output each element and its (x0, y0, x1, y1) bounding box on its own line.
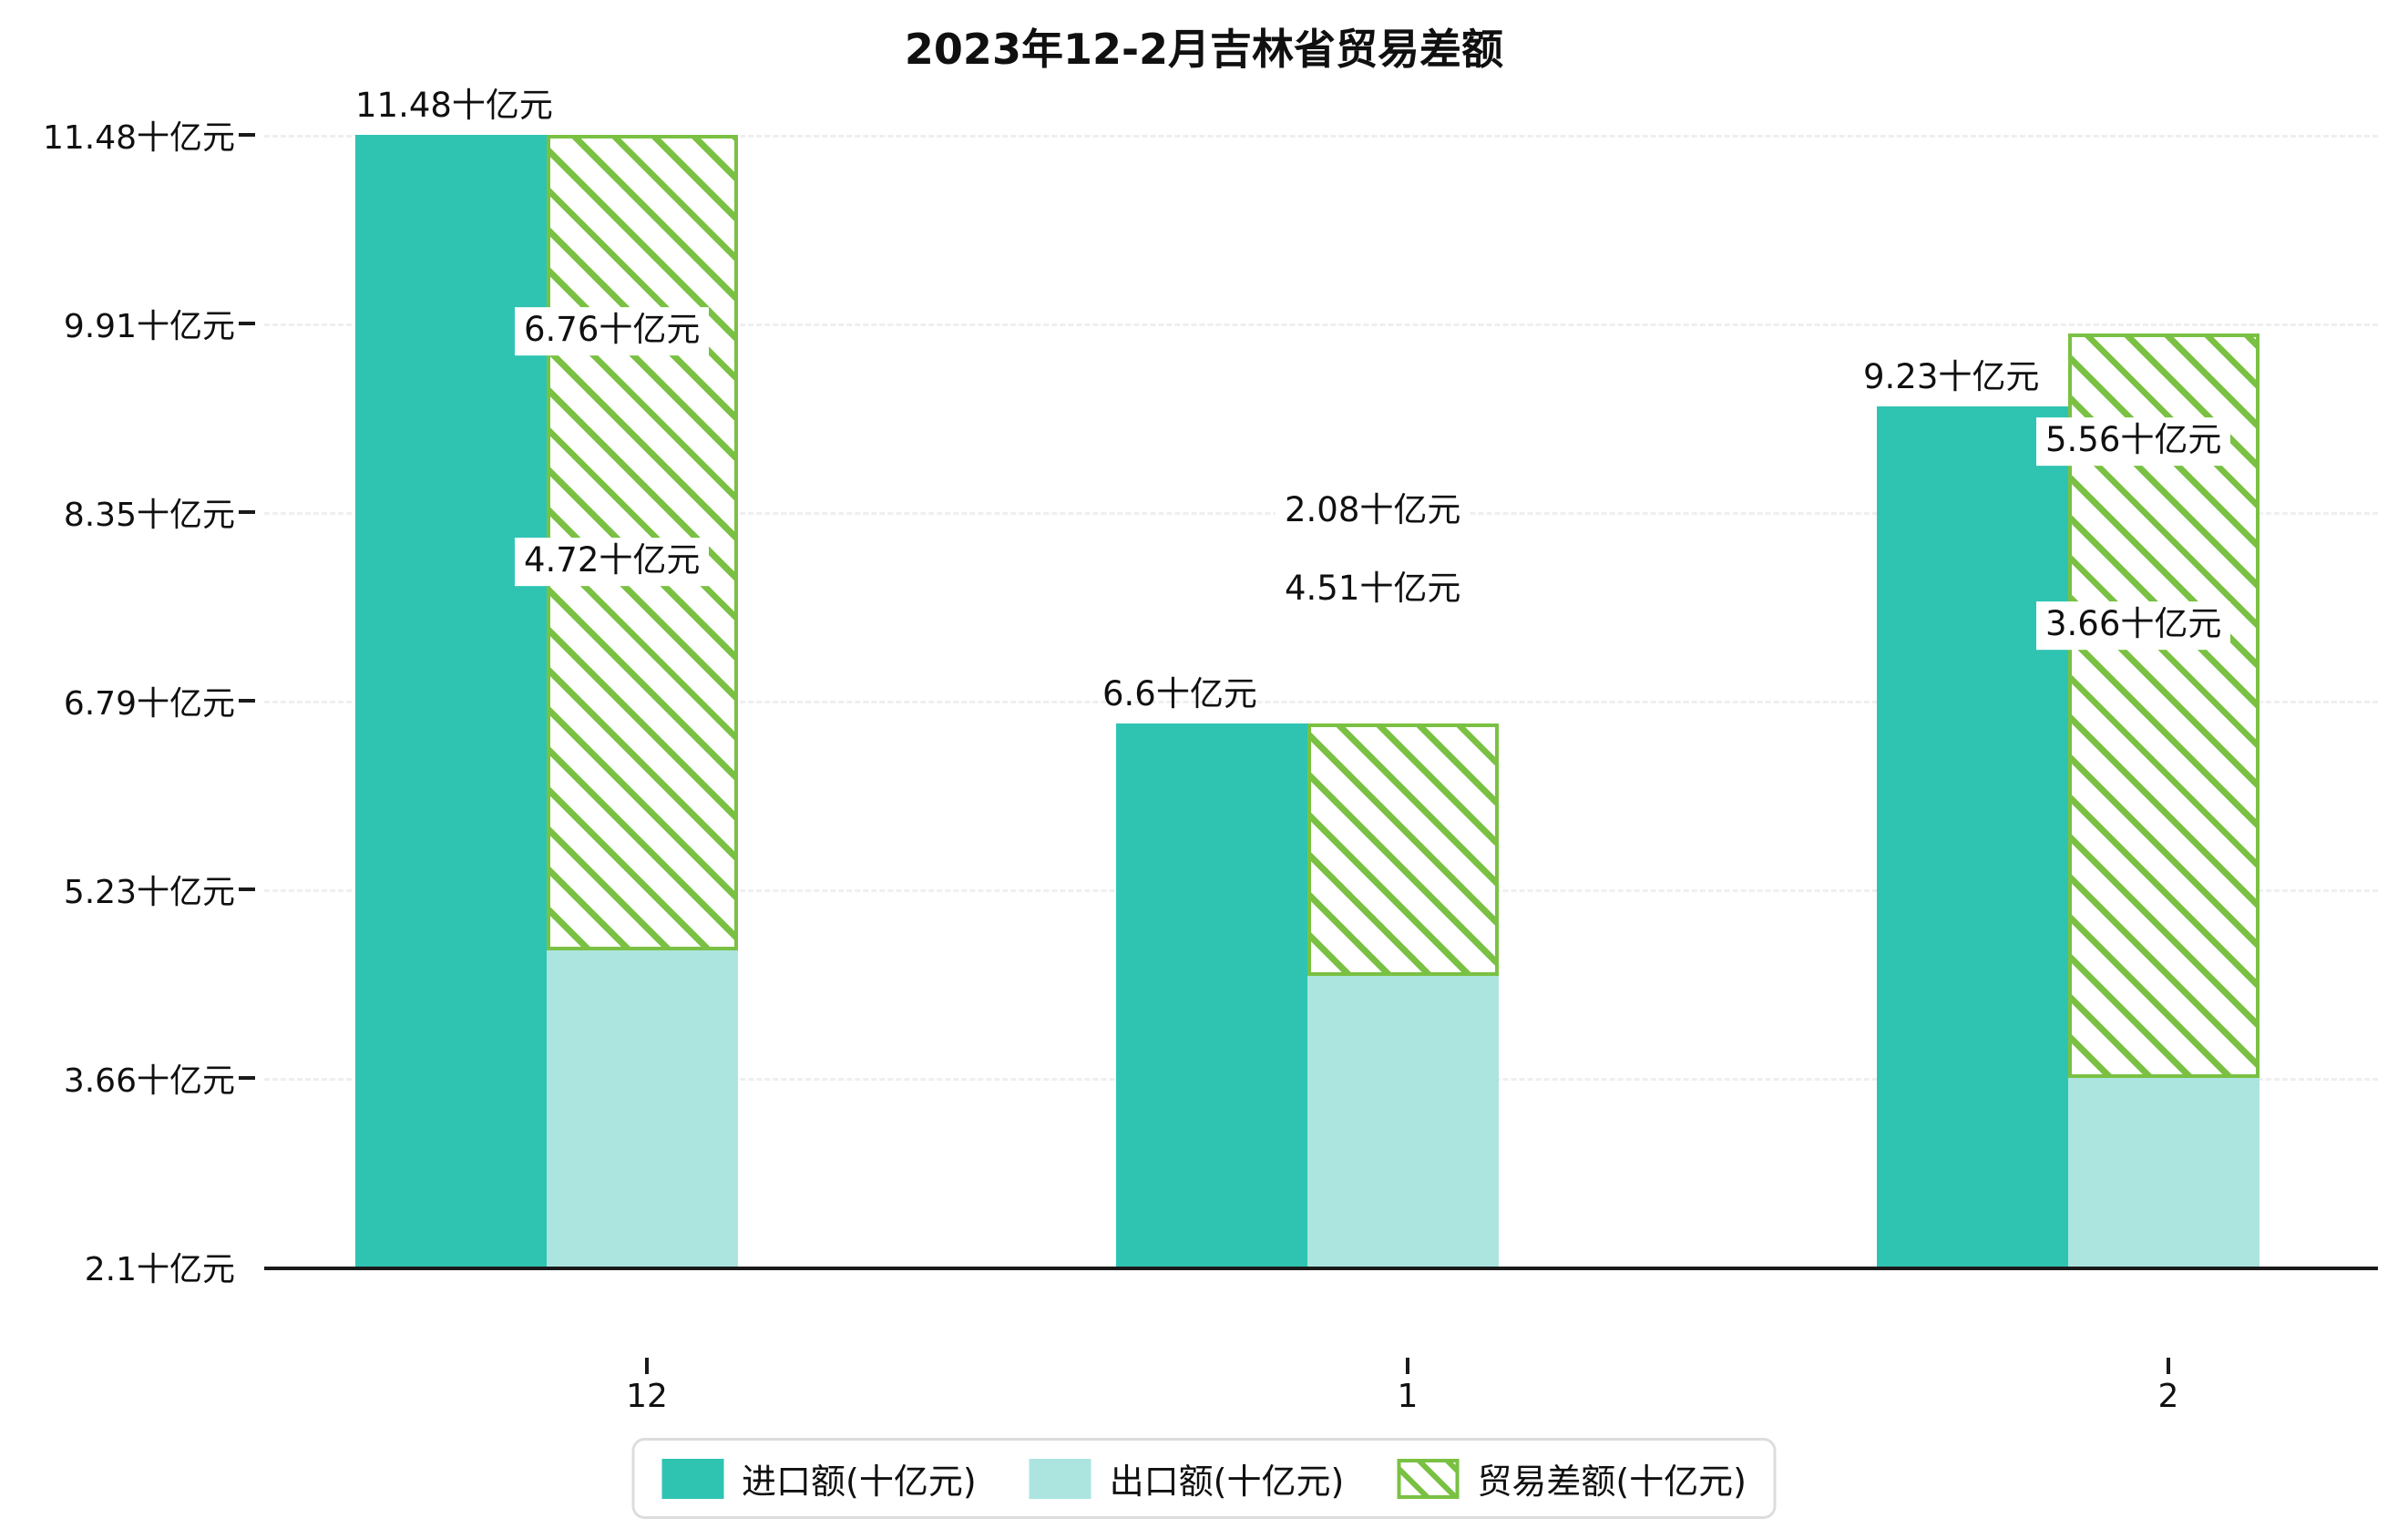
plot-area: 11.48十亿元 6.76十亿元 4.72十亿元 6.6十亿元 2.08十亿元 … (264, 87, 2378, 1415)
bar-label-export-2: 3.66十亿元 (2036, 601, 2231, 650)
y-tick-label-9-91: 9.91十亿元 (63, 308, 235, 345)
legend-label-export: 出口额(十亿元) (1109, 1462, 1345, 1502)
gridline (264, 323, 2378, 326)
legend-label-import: 进口额(十亿元) (742, 1462, 977, 1502)
legend-label-balance: 贸易差额(十亿元) (1477, 1462, 1747, 1502)
legend-swatch-export-icon (1029, 1458, 1091, 1499)
x-tick-label-2: 2 (2157, 1378, 2179, 1415)
x-tick-label-1: 1 (1397, 1378, 1419, 1415)
bar-export-12[interactable] (547, 950, 738, 1267)
x-tick-mark-2 (2167, 1358, 2170, 1374)
legend-item-import[interactable]: 进口额(十亿元) (661, 1453, 977, 1503)
legend-item-balance[interactable]: 贸易差额(十亿元) (1397, 1453, 1747, 1503)
bar-label-balance-12: 6.76十亿元 (515, 307, 710, 355)
bar-import-2[interactable] (1877, 406, 2068, 1267)
x-axis-line (264, 1267, 2378, 1270)
bar-label-export-12: 4.72十亿元 (515, 538, 710, 586)
y-tick-label-8-35: 8.35十亿元 (63, 497, 235, 534)
x-tick-mark-12 (645, 1358, 649, 1374)
bar-export-2[interactable] (2068, 1078, 2259, 1267)
bar-export-1[interactable] (1307, 976, 1499, 1267)
bar-label-balance-1: 2.08十亿元 (1276, 487, 1470, 536)
y-tick-mark (239, 322, 255, 325)
bar-label-import-1: 6.6十亿元 (1102, 674, 1257, 714)
y-tick-label-5-23: 5.23十亿元 (63, 874, 235, 911)
chart-legend[interactable]: 进口额(十亿元) 出口额(十亿元) 贸易差额(十亿元) (631, 1438, 1777, 1519)
bar-label-balance-2: 5.56十亿元 (2036, 417, 2231, 466)
gridline (264, 701, 2378, 703)
y-tick-label-3-66: 3.66十亿元 (63, 1062, 235, 1100)
chart-title: 2023年12-2月吉林省贸易差额 (904, 25, 1504, 74)
bar-label-import-12: 11.48十亿元 (355, 86, 553, 126)
x-tick-label-12: 12 (626, 1378, 668, 1415)
y-tick-mark (239, 133, 255, 137)
legend-item-export[interactable]: 出口额(十亿元) (1029, 1453, 1345, 1503)
bar-label-export-1: 4.51十亿元 (1276, 566, 1470, 614)
bar-import-12[interactable] (355, 135, 547, 1267)
bar-balance-1[interactable] (1307, 723, 1499, 976)
y-tick-mark (239, 887, 255, 891)
y-tick-mark (239, 1076, 255, 1080)
bar-import-1[interactable] (1116, 723, 1307, 1267)
x-tick-mark-1 (1406, 1358, 1409, 1374)
legend-swatch-import-icon (661, 1458, 724, 1499)
y-tick-label-6-79: 6.79十亿元 (63, 685, 235, 723)
gridline (264, 135, 2378, 138)
y-tick-label-11-48: 11.48十亿元 (42, 119, 235, 157)
y-tick-mark (239, 699, 255, 703)
legend-swatch-balance-icon (1397, 1458, 1460, 1499)
bar-label-import-2: 9.23十亿元 (1863, 357, 2040, 397)
y-tick-label-2-1: 2.1十亿元 (84, 1251, 235, 1288)
y-tick-mark (239, 510, 255, 514)
